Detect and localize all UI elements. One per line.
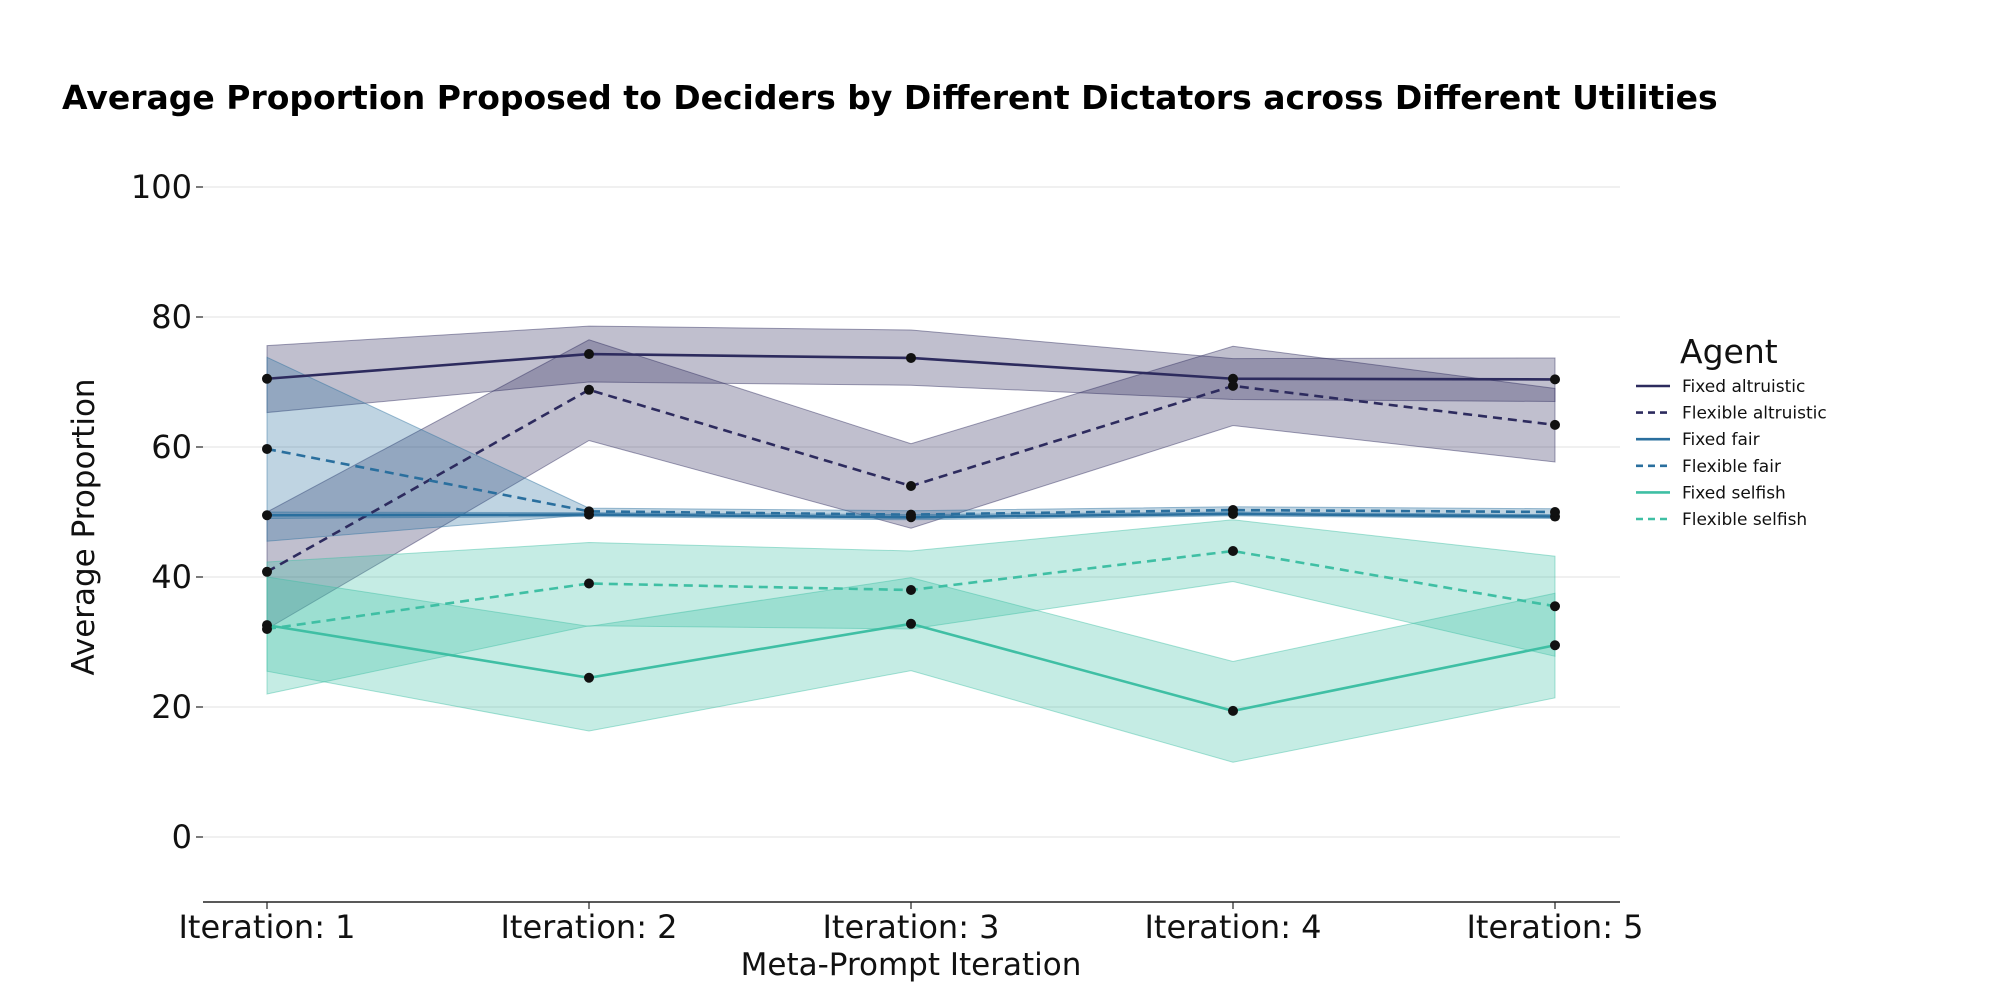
data-point bbox=[1550, 640, 1560, 651]
chart-title: Average Proportion Proposed to Deciders … bbox=[62, 78, 1718, 117]
data-point bbox=[584, 578, 594, 589]
legend-label: Fixed selfish bbox=[1682, 483, 1786, 503]
confidence-band bbox=[266, 576, 1556, 763]
legend-label: Fixed fair bbox=[1682, 430, 1760, 450]
data-point bbox=[584, 349, 594, 360]
data-point bbox=[1228, 546, 1238, 556]
data-point bbox=[906, 352, 916, 363]
data-point bbox=[262, 624, 272, 634]
legend-label: Flexible fair bbox=[1682, 457, 1781, 477]
data-point bbox=[906, 481, 916, 491]
x-tick-label: Iteration: 4 bbox=[1144, 908, 1321, 946]
data-point bbox=[1550, 419, 1560, 430]
data-points bbox=[262, 349, 1560, 716]
confidence-bands bbox=[266, 325, 1556, 763]
data-point bbox=[262, 510, 272, 521]
y-tick-label: 0 bbox=[172, 818, 192, 856]
data-point bbox=[1228, 380, 1238, 391]
data-point bbox=[262, 566, 272, 577]
y-tick-label: 80 bbox=[151, 298, 192, 336]
data-point bbox=[584, 506, 594, 517]
data-point bbox=[1550, 601, 1560, 612]
data-point bbox=[906, 585, 916, 595]
data-point bbox=[262, 443, 272, 454]
y-tick-label: 40 bbox=[151, 558, 192, 596]
data-point bbox=[1550, 507, 1560, 517]
data-point bbox=[1228, 373, 1238, 384]
gridlines bbox=[203, 186, 1620, 838]
y-axis-label: Average Proportion bbox=[66, 378, 102, 675]
legend-label: Flexible selfish bbox=[1682, 510, 1807, 530]
x-tick-label: Iteration: 3 bbox=[822, 908, 999, 946]
x-tick-label: Iteration: 1 bbox=[178, 908, 355, 946]
x-tick-label: Iteration: 2 bbox=[500, 908, 677, 946]
legend-label: Flexible altruistic bbox=[1682, 404, 1827, 424]
y-tick-label: 20 bbox=[151, 688, 192, 726]
axes: 0 20 40 60 80 100 Iteration: 1 Iteration: 2 Iter… bbox=[131, 168, 1644, 946]
confidence-band bbox=[266, 519, 1556, 695]
data-point bbox=[584, 672, 594, 683]
data-point bbox=[1228, 705, 1238, 716]
data-point bbox=[262, 373, 272, 384]
data-point bbox=[584, 384, 594, 395]
x-tick-label: Iteration: 5 bbox=[1466, 908, 1643, 946]
confidence-band bbox=[266, 325, 1556, 414]
data-point bbox=[1228, 505, 1238, 516]
legend-label: Fixed altruistic bbox=[1682, 377, 1805, 397]
y-tick-label: 60 bbox=[151, 428, 192, 466]
data-point bbox=[1550, 374, 1560, 385]
x-axis-label: Meta-Prompt Iteration bbox=[741, 947, 1082, 983]
y-tick-label: 100 bbox=[131, 168, 192, 206]
data-point bbox=[906, 618, 916, 629]
data-point bbox=[906, 509, 916, 520]
legend: Agent Fixed altruistic Flexible altruisti… bbox=[1636, 332, 1827, 530]
legend-title: Agent bbox=[1680, 332, 1778, 371]
